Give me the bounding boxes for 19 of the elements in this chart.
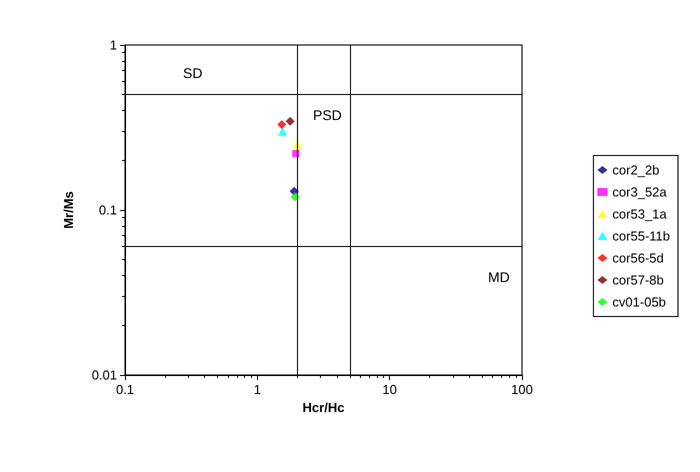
x-axis-title: Hcr/Hc: [302, 400, 344, 415]
annotation: SD: [183, 65, 202, 81]
y-axis-title: Mr/Ms: [61, 191, 76, 229]
x-tick-label: 1: [254, 382, 261, 397]
annotation: MD: [488, 269, 510, 285]
legend-label: cor56-5d: [612, 250, 664, 266]
legend-label: cor2_2b: [612, 162, 660, 178]
legend-label: cor57-8b: [612, 272, 664, 288]
annotation: PSD: [313, 107, 342, 123]
x-tick-label: 100: [511, 382, 533, 397]
x-tick-label: 0.1: [116, 382, 134, 397]
legend-label: cv01-05b: [612, 294, 666, 310]
legend-label: cor3_52a: [612, 184, 668, 200]
legend-label: cor53_1a: [612, 206, 668, 222]
y-tick-label: 0.1: [98, 202, 117, 218]
x-tick-label: 10: [382, 382, 397, 397]
legend-label: cor55-11b: [612, 228, 670, 244]
y-tick-label: 1: [110, 38, 117, 52]
y-tick-label: 0.01: [92, 368, 117, 382]
